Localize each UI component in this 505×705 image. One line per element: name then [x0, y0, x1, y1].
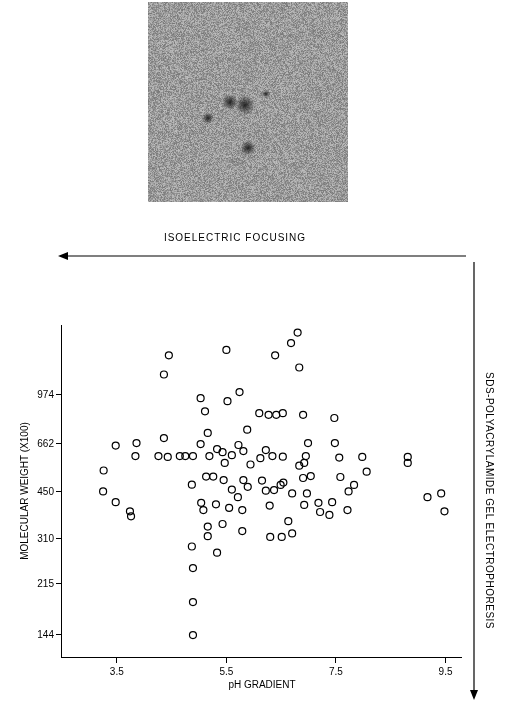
- svg-text:9.5: 9.5: [439, 666, 453, 677]
- svg-text:3.5: 3.5: [110, 666, 124, 677]
- svg-text:662: 662: [37, 438, 54, 449]
- svg-text:144: 144: [37, 629, 54, 640]
- svg-text:450: 450: [37, 486, 54, 497]
- svg-text:974: 974: [37, 389, 54, 400]
- svg-text:MOLECULAR WEIGHT (X100): MOLECULAR WEIGHT (X100): [19, 422, 30, 560]
- svg-text:310: 310: [37, 533, 54, 544]
- html-text:ISOELECTRIC FOCUSING: ISOELECTRIC FOCUSING: [163, 232, 307, 243]
- svg-text:7.5: 7.5: [329, 666, 343, 677]
- svg-text:5.5: 5.5: [219, 666, 233, 677]
- html-text:SDS-POLYACRYLAMIDE GEL ELECTRO: SDS-POLYACRYLAMIDE GEL ELECTROPHORESIS: [484, 372, 495, 629]
- svg-text:215: 215: [37, 578, 54, 589]
- svg-text:pH GRADIENT: pH GRADIENT: [228, 679, 295, 690]
